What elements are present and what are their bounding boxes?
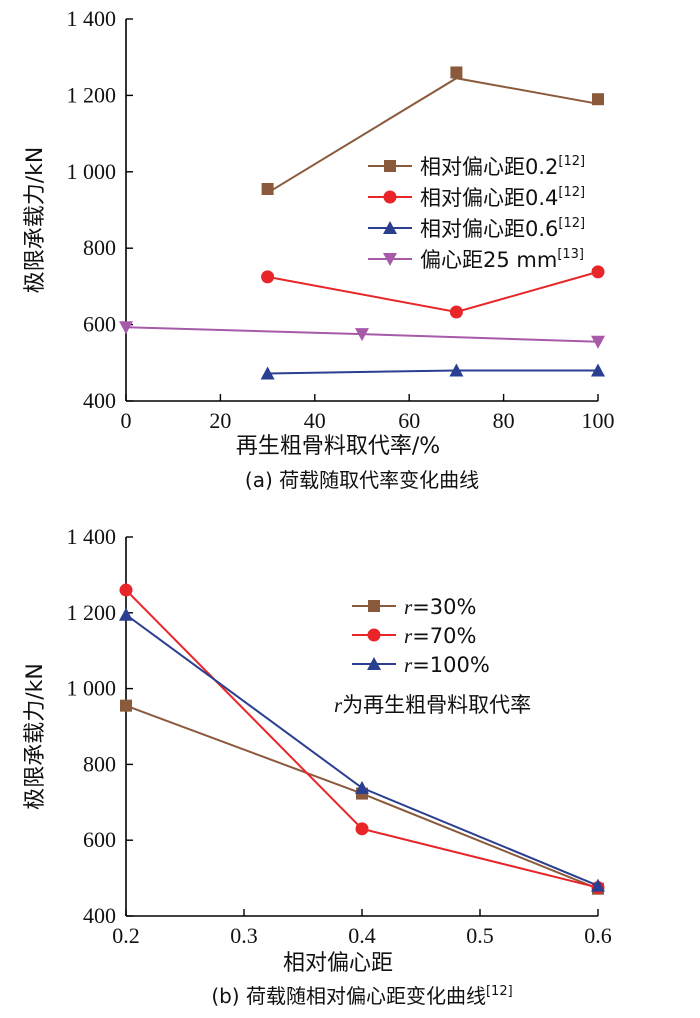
legend-marker [368, 600, 380, 612]
legend-label: 相对偏心距0.4[12] [420, 185, 585, 210]
legend-text: 相对偏心距0.2 [420, 155, 558, 179]
legend-text: =100% [412, 653, 490, 677]
data-point [260, 366, 275, 380]
series-line [125, 613, 599, 887]
y-tick-label: 1 200 [67, 600, 117, 625]
data-point [119, 321, 133, 335]
chart-panel-b: 400 600 800 1 000 1 200 1 400 0.2 0.3 0.4 0.5 0.6 相… [23, 524, 612, 1008]
x-axis-label: 再生粗骨料取代率/% [236, 434, 440, 459]
legend-r-symbol: r [404, 624, 413, 648]
y-axis-label: 极限承载力/kN [23, 147, 48, 294]
y-tick-label: 600 [83, 827, 116, 852]
legend-text: 偏心距25 mm [420, 248, 557, 272]
legend-r-symbol: r [404, 595, 413, 619]
legend-marker [383, 253, 397, 266]
data-point [450, 66, 463, 79]
legend-label: r=100% [404, 653, 490, 677]
figure-caption: (a) 荷载随取代率变化曲线 [245, 468, 479, 492]
data-point [591, 335, 605, 349]
legend-marker [367, 628, 381, 642]
data-point [261, 270, 275, 284]
x-tick-label: 0.4 [348, 923, 376, 948]
y-tick-label: 400 [83, 388, 116, 413]
x-tick-label: 60 [398, 408, 420, 433]
y-tick-label: 400 [83, 903, 116, 928]
data-point [591, 363, 605, 377]
data-point [449, 363, 464, 377]
annotation-r-symbol: r [334, 693, 343, 717]
legend-text: =70% [412, 624, 476, 648]
x-tick-label: 80 [493, 408, 515, 433]
data-point [355, 780, 369, 794]
data-point [592, 93, 604, 106]
x-tick-label: 0.3 [230, 923, 258, 948]
legend-text: =30% [412, 595, 476, 619]
legend-label: r=70% [404, 624, 476, 648]
caption-text: (b) 荷载随相对偏心距变化曲线 [211, 984, 486, 1008]
legend-label: 偏心距25 mm[13] [420, 247, 584, 272]
y-tick-label: 1 000 [67, 159, 117, 184]
x-tick-label: 20 [209, 408, 231, 433]
x-tick-label: 0.6 [584, 923, 612, 948]
caption-ref: [12] [486, 984, 513, 999]
annotation-text: 为再生粗骨料取代率 [342, 693, 531, 717]
legend-label: 相对偏心距0.2[12] [420, 154, 585, 179]
data-point [120, 699, 132, 712]
y-tick-label: 1 400 [67, 6, 117, 31]
data-point [261, 182, 274, 195]
y-tick-label: 800 [83, 751, 116, 776]
legend-marker [367, 657, 381, 670]
legend-label: r=30% [404, 595, 476, 619]
x-tick-label: 0 [121, 408, 132, 433]
x-axis-label: 相对偏心距 [283, 951, 393, 976]
y-tick-label: 600 [83, 312, 116, 337]
legend-text: 相对偏心距0.4 [420, 186, 558, 210]
data-point [119, 583, 133, 597]
legend-label: 相对偏心距0.6[12] [420, 216, 585, 241]
legend-ref: [12] [558, 185, 585, 200]
annotation-note: r为再生粗骨料取代率 [334, 693, 531, 717]
chart-panel-a: 400 600 800 1 000 1 200 1 400 0 20 40 60 80 100 再生粗骨… [23, 6, 615, 492]
data-point [355, 822, 369, 836]
x-tick-label: 100 [582, 408, 615, 433]
y-tick-label: 800 [83, 235, 116, 260]
data-point [355, 328, 369, 342]
figure-caption: (b) 荷载随相对偏心距变化曲线[12] [211, 984, 512, 1008]
series-line [267, 270, 599, 314]
data-point [591, 265, 605, 279]
y-tick-label: 1 000 [67, 676, 117, 701]
legend-ref: [12] [558, 216, 585, 231]
y-tick-label: 1 400 [67, 524, 117, 549]
y-axis-label: 极限承载力/kN [23, 663, 48, 810]
legend-ref: [13] [557, 247, 584, 262]
legend-marker [384, 160, 396, 172]
legend-r-symbol: r [404, 653, 413, 677]
data-point [591, 878, 605, 892]
x-tick-label: 0.2 [112, 923, 140, 948]
x-tick-label: 40 [304, 408, 326, 433]
series-line [267, 369, 598, 375]
legend-marker [383, 221, 397, 234]
caption-text: (a) 荷载随取代率变化曲线 [245, 468, 479, 492]
legend-ref: [12] [558, 154, 585, 169]
x-tick-label: 0.5 [466, 923, 494, 948]
data-point [119, 607, 133, 621]
legend-text: 相对偏心距0.6 [420, 217, 558, 241]
y-tick-label: 1 200 [67, 82, 117, 107]
data-point [449, 305, 463, 319]
legend-marker [383, 190, 397, 204]
